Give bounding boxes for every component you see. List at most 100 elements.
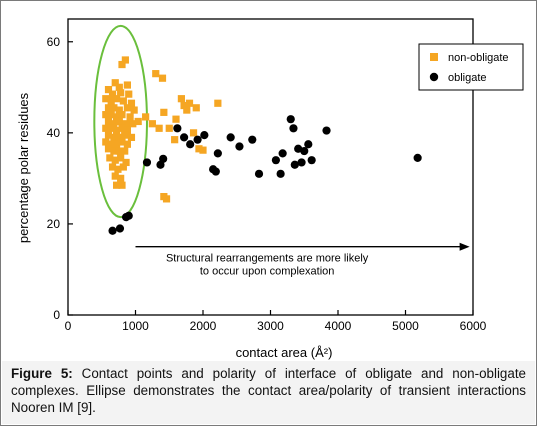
- point-non-obligate: [171, 136, 179, 144]
- point-non-obligate: [106, 154, 114, 162]
- point-non-obligate: [114, 165, 122, 173]
- point-non-obligate: [180, 101, 188, 110]
- annotation-line-2: to occur upon complexation: [200, 266, 335, 278]
- legend-swatch-non-obligate: [430, 53, 438, 61]
- point-non-obligate: [117, 174, 125, 182]
- point-obligate: [297, 158, 306, 167]
- point-non-obligate: [172, 115, 180, 123]
- point-obligate: [142, 158, 152, 167]
- point-non-obligate: [148, 120, 156, 128]
- caption-text: Contact points and polarity of interface…: [11, 366, 526, 415]
- point-obligate: [115, 224, 125, 233]
- point-obligate: [200, 131, 209, 140]
- annotation-line-1: Structural rearrangements are more likel…: [166, 253, 369, 265]
- point-non-obligate: [115, 133, 123, 141]
- scatter-chart: 0 1000 2000 3000 4000 5000 6000 0 20 40 60 percent…: [16, 18, 524, 360]
- annotation-arrowhead: [459, 242, 470, 251]
- point-non-obligate: [199, 146, 207, 154]
- point-non-obligate: [123, 81, 131, 89]
- point-non-obligate: [104, 131, 113, 139]
- point-obligate: [124, 211, 133, 220]
- point-non-obligate: [119, 163, 127, 171]
- point-non-obligate: [126, 113, 134, 121]
- point-obligate: [248, 135, 257, 144]
- point-non-obligate: [118, 111, 126, 119]
- point-non-obligate: [104, 145, 113, 153]
- data-points: [102, 56, 422, 235]
- point-non-obligate: [123, 126, 131, 135]
- point-non-obligate: [183, 106, 191, 114]
- point-obligate: [186, 140, 195, 149]
- y-axis-label: percentage polar residues: [16, 92, 31, 243]
- point-non-obligate: [118, 60, 126, 69]
- annotation: Structural rearrangements are more likel…: [135, 242, 470, 278]
- point-non-obligate: [110, 133, 118, 141]
- point-obligate: [271, 156, 280, 165]
- transient-interaction-ellipse-group: [93, 24, 148, 219]
- point-non-obligate: [108, 90, 117, 98]
- point-obligate: [307, 156, 316, 165]
- point-non-obligate: [107, 140, 115, 148]
- point-non-obligate: [111, 156, 119, 164]
- x-tick-label: 6000: [460, 319, 487, 333]
- legend-label-obligate: obligate: [448, 72, 487, 84]
- point-obligate: [290, 160, 299, 169]
- point-non-obligate: [108, 163, 117, 171]
- point-non-obligate: [195, 145, 203, 153]
- point-non-obligate: [129, 120, 137, 128]
- point-non-obligate: [121, 131, 129, 139]
- point-non-obligate: [107, 97, 115, 105]
- point-obligate: [235, 142, 244, 151]
- point-obligate: [211, 167, 220, 176]
- point-non-obligate: [113, 113, 121, 121]
- figure-caption: Figure 5: Contact points and polarity of…: [11, 365, 526, 416]
- point-non-obligate: [158, 74, 167, 82]
- point-obligate: [286, 115, 295, 124]
- point-non-obligate: [152, 70, 160, 78]
- point-obligate: [278, 149, 287, 158]
- point-non-obligate: [117, 89, 125, 97]
- point-non-obligate: [102, 138, 110, 146]
- legend-label-non-obligate: non-obligate: [448, 52, 509, 64]
- x-tick-label: 5000: [392, 319, 419, 333]
- point-non-obligate: [122, 120, 130, 128]
- point-obligate: [213, 149, 222, 158]
- point-non-obligate: [115, 117, 123, 126]
- point-non-obligate: [118, 124, 126, 132]
- point-non-obligate: [110, 104, 118, 112]
- point-obligate: [276, 169, 285, 178]
- point-non-obligate: [142, 113, 150, 121]
- y-tick-label: 60: [47, 35, 61, 49]
- point-non-obligate: [121, 147, 129, 155]
- point-obligate: [300, 146, 309, 156]
- point-non-obligate: [134, 117, 142, 126]
- point-non-obligate: [111, 79, 119, 87]
- legend: non-obligate obligate: [418, 43, 524, 91]
- point-non-obligate: [104, 117, 113, 126]
- point-obligate: [180, 133, 189, 142]
- point-non-obligate: [113, 140, 121, 148]
- point-non-obligate: [104, 104, 113, 112]
- point-non-obligate: [119, 97, 127, 105]
- point-non-obligate: [177, 95, 185, 103]
- point-non-obligate: [107, 124, 115, 132]
- point-obligate: [173, 124, 182, 133]
- point-non-obligate: [110, 120, 118, 128]
- x-tick-label: 0: [65, 319, 72, 333]
- point-obligate: [289, 124, 298, 133]
- point-non-obligate: [162, 195, 171, 203]
- point-non-obligate: [125, 90, 133, 98]
- point-non-obligate: [115, 147, 123, 155]
- point-non-obligate: [123, 104, 131, 112]
- point-non-obligate: [102, 124, 110, 132]
- point-non-obligate: [102, 95, 110, 103]
- point-non-obligate: [127, 99, 136, 107]
- point-non-obligate: [113, 95, 121, 103]
- point-obligate: [193, 135, 202, 144]
- point-obligate: [254, 169, 264, 178]
- x-tick-label: 2000: [190, 319, 217, 333]
- point-non-obligate: [110, 147, 118, 155]
- point-non-obligate: [214, 99, 222, 107]
- transient-interaction-ellipse: [93, 24, 148, 219]
